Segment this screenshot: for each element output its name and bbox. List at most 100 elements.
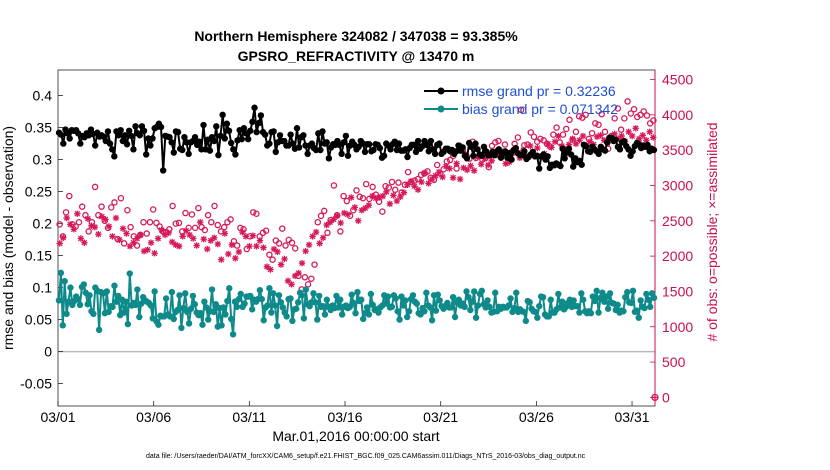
bias-point [76, 301, 84, 309]
obs-assimilated-marker [102, 216, 109, 223]
obs-possible-marker [553, 124, 560, 131]
bias-point [124, 320, 132, 328]
bias-point [155, 321, 162, 328]
obs-possible-marker [82, 211, 89, 219]
obs-zero-star [651, 394, 659, 401]
rmse-point [361, 148, 369, 156]
bias-point [470, 288, 478, 295]
rmse-point [60, 140, 67, 147]
bias-point [226, 285, 233, 292]
bias-point [189, 292, 197, 300]
rmse-point [210, 137, 218, 145]
bias-point [233, 303, 241, 310]
obs-possible-marker [433, 161, 441, 169]
x-tick-label: 03/11 [232, 409, 266, 425]
right-tick-label: 500 [662, 354, 686, 370]
obs-possible-marker [340, 192, 347, 200]
obs-assimilated-marker [597, 132, 604, 139]
rmse-point [213, 123, 220, 130]
obs-assimilated-marker [435, 168, 443, 176]
bias-point [122, 298, 130, 305]
bias-point [574, 302, 581, 310]
obs-possible-marker [78, 203, 86, 210]
rmse-point [57, 131, 65, 138]
bias-point [432, 307, 440, 314]
rmse-point [338, 150, 345, 158]
bias-point [294, 299, 302, 306]
obs-assimilated-marker [179, 233, 186, 240]
rmse-point [251, 104, 258, 111]
obs-assimilated-marker [81, 239, 88, 246]
obs-assimilated-marker [446, 165, 453, 172]
rmse-point [147, 142, 154, 149]
obs-possible-marker [120, 240, 128, 247]
bias-point [486, 303, 493, 310]
obs-possible-marker [627, 110, 635, 117]
chart-subtitle: GPSRO_REFRACTIVITY @ 13470 m [238, 48, 475, 64]
obs-possible-marker [395, 179, 402, 186]
obs-possible-marker [301, 274, 309, 281]
bias-point [298, 292, 306, 299]
rmse-point [230, 146, 237, 153]
obs-assimilated-marker [400, 189, 408, 196]
bias-point [197, 310, 204, 317]
bias-point [162, 295, 170, 302]
obs-assimilated-marker [650, 134, 657, 141]
obs-possible-marker [317, 212, 325, 220]
obs-assimilated-marker [253, 243, 260, 250]
obs-assimilated-marker [228, 241, 236, 249]
obs-possible-marker [262, 227, 270, 234]
obs-assimilated-marker [221, 230, 229, 237]
x-axis-ticks: 03/01 03/06 03/11 03/16 03/21 03/26 03/31 [40, 401, 650, 425]
bias-point [321, 311, 329, 318]
rmse-point [616, 146, 624, 153]
obs-possible-marker [288, 239, 296, 246]
obs-assimilated-marker [225, 250, 232, 258]
rmse-point [387, 146, 394, 153]
obs-possible-marker [324, 229, 331, 237]
obs-assimilated-marker [579, 132, 587, 140]
bias-point [400, 302, 407, 309]
bias-point [352, 310, 359, 317]
obs-possible-marker [308, 275, 315, 282]
rmse-point [287, 131, 294, 138]
obs-assimilated-marker [551, 138, 559, 145]
obs-assimilated-marker [355, 217, 362, 225]
rmse-point [561, 155, 568, 162]
left-tick-label: 0.3 [33, 152, 53, 168]
rmse-point [427, 137, 435, 145]
obs-assimilated-marker [154, 235, 162, 242]
obs-possible-marker [630, 105, 638, 113]
obs-possible-marker [149, 206, 157, 213]
obs-assimilated-marker [484, 161, 492, 169]
obs-assimilated-marker [632, 125, 639, 132]
data-marks [55, 98, 659, 402]
rmse-point [595, 150, 602, 158]
bias-point [507, 295, 514, 302]
obs-possible-marker [640, 108, 647, 115]
obs-assimilated-marker [333, 212, 341, 220]
bias-point [134, 286, 141, 293]
bias-point [210, 308, 218, 316]
obs-possible-marker [598, 110, 606, 118]
bias-point [448, 304, 455, 311]
obs-assimilated-marker [281, 255, 288, 263]
rmse-point [142, 151, 150, 158]
obs-possible-marker [595, 121, 602, 128]
obs-assimilated-marker [98, 213, 106, 220]
obs-possible-marker [540, 137, 547, 144]
rmse-point [404, 153, 411, 161]
right-tick-label: 1000 [662, 319, 693, 335]
obs-possible-marker [530, 133, 538, 140]
obs-possible-marker [98, 203, 105, 210]
bias-point [337, 296, 344, 303]
obs-assimilated-marker [418, 178, 425, 186]
rmse-point [219, 111, 226, 119]
rmse-point [629, 148, 636, 155]
bias-point [601, 298, 608, 305]
bias-point [604, 305, 612, 312]
bias-point [421, 308, 428, 315]
bias-point [536, 302, 543, 310]
obs-possible-marker [195, 204, 202, 212]
bias-point [275, 292, 283, 299]
